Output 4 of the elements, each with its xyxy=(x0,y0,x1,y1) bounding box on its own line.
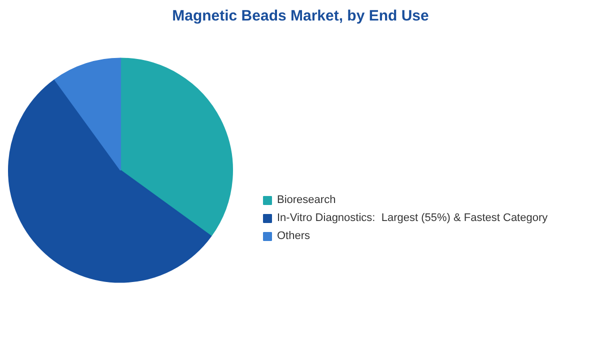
legend-label: Bioresearch xyxy=(277,194,336,206)
legend-label: In-Vitro Diagnostics: Largest (55%) & Fastest Category xyxy=(277,212,548,224)
chart-title: Magnetic Beads Market, by End Use xyxy=(172,8,429,24)
legend-label: Others xyxy=(277,230,310,242)
